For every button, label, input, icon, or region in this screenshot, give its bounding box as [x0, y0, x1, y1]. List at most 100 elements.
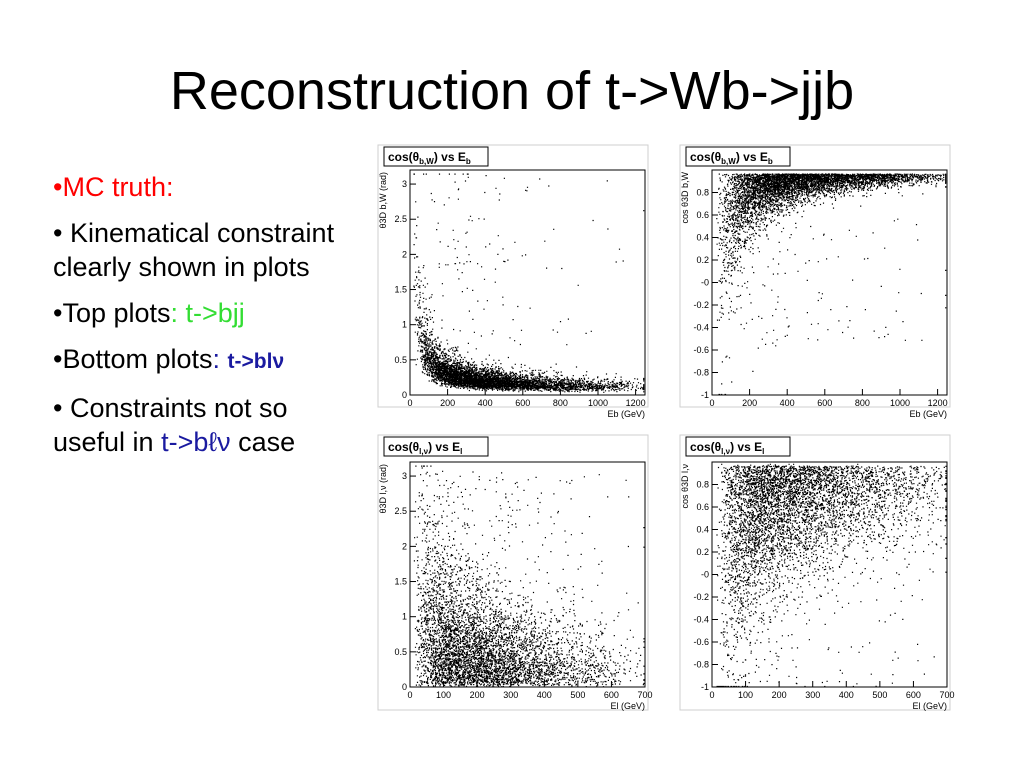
bullet-top-plots: •Top plots: t->bjj	[53, 296, 353, 330]
y-axis-label: cos θ3D l,ν	[680, 464, 690, 509]
x-tick-label: 1000	[588, 398, 608, 408]
scatter-points	[716, 173, 947, 396]
bullet-bottom-colon: :	[212, 344, 228, 374]
x-tick-label: 500	[872, 690, 887, 700]
y-tick-label: -0.6	[693, 345, 709, 355]
x-tick-label: 800	[553, 398, 568, 408]
y-tick-label: 1.5	[394, 577, 407, 587]
chart-frame	[679, 434, 951, 711]
bullet-top-value: : t->bjj	[170, 298, 245, 328]
y-tick-label: 0.8	[696, 188, 709, 198]
y-tick-label: 1	[402, 320, 407, 330]
x-tick-label: 200	[440, 398, 455, 408]
x-tick-label: 200	[470, 690, 485, 700]
y-tick-label: 0.6	[696, 502, 709, 512]
chart-title-box	[685, 146, 791, 167]
x-tick-label: 100	[738, 690, 753, 700]
scatter-points	[716, 463, 947, 688]
x-axis-label: Eb (GeV)	[909, 409, 947, 419]
y-tick-label: 0.2	[696, 255, 709, 265]
x-tick-label: 100	[436, 690, 451, 700]
x-tick-label: 600	[515, 398, 530, 408]
y-tick-label: -0.2	[693, 300, 709, 310]
bullet-mc-truth: •MC truth:	[53, 172, 174, 202]
y-tick-label: 3	[402, 179, 407, 189]
plot-axes-box	[409, 169, 646, 396]
bullet-bottom-plots: •Bottom plots: t->blν	[53, 342, 353, 379]
y-tick-label: 0	[402, 682, 407, 692]
y-tick-label: 0.6	[696, 210, 709, 220]
y-tick-label: 0.4	[696, 525, 709, 535]
x-axis-label: Eb (GeV)	[607, 409, 645, 419]
y-tick-label: 1.5	[394, 285, 407, 295]
chart-panel-4: cos(θl,ν) vs El 0 100 200 300 400 500 600 700 -1 -…	[679, 434, 955, 711]
x-tick-label: 200	[742, 398, 757, 408]
x-tick-label: 0	[407, 398, 412, 408]
bullet-kinematical: • Kinematical constraint clearly shown i…	[53, 218, 335, 282]
scatter-markers	[413, 465, 645, 688]
y-tick-label: 0	[402, 390, 407, 400]
chart-title: cos(θb,W) vs Eb	[388, 150, 471, 166]
y-tick-label: 2.5	[394, 214, 407, 224]
y-tick-label: -1	[701, 682, 709, 692]
bullet-constraints-prefix: • Constraints not so useful in	[53, 393, 288, 457]
chart-frame	[377, 144, 649, 408]
y-tick-label: 0.5	[394, 647, 407, 657]
y-tick-label: 0.2	[696, 547, 709, 557]
chart-title: cos(θb,W) vs Eb	[690, 150, 773, 166]
y-tick-label: 1	[402, 612, 407, 622]
chart-panel-3: cos(θl,ν) vs El 0 100 200 300 400 500 600 700 0 0.…	[377, 434, 653, 711]
chart-panel-2: cos(θb,W) vs Eb 0 200 400 600 800 1000 1200 -1 -0…	[679, 144, 951, 419]
scatter-points	[413, 465, 645, 688]
y-tick-label: 0.4	[696, 233, 709, 243]
x-tick-label: 0	[407, 690, 412, 700]
x-tick-label: 700	[637, 690, 652, 700]
y-tick-label: -1	[701, 390, 709, 400]
y-axis-label: θ3D b,W (rad)	[378, 172, 388, 229]
bullet-bottom-prefix: •Bottom plots	[53, 344, 213, 374]
y-tick-label: -0.2	[693, 592, 709, 602]
bullet-constraints-value: t->bℓν	[161, 427, 231, 457]
y-tick-label: -0	[701, 278, 709, 288]
y-tick-label: -0.6	[693, 637, 709, 647]
y-tick-label: -0.8	[693, 660, 709, 670]
x-tick-label: 0	[709, 398, 714, 408]
chart-panel-1: cos(θb,W) vs Eb 0 200 400 600 800 1000 1200 0 0.5…	[377, 144, 649, 419]
bullet-top-prefix: •Top plots	[53, 298, 171, 328]
y-tick-label: -0.4	[693, 615, 709, 625]
x-axis-label: El (GeV)	[610, 701, 645, 711]
x-tick-label: 400	[537, 690, 552, 700]
x-tick-label: 600	[817, 398, 832, 408]
x-tick-label: 500	[570, 690, 585, 700]
bullet-constraints-suffix: case	[230, 427, 296, 457]
x-tick-label: 400	[478, 398, 493, 408]
x-tick-label: 300	[503, 690, 518, 700]
x-tick-label: 700	[939, 690, 954, 700]
y-tick-label: -0.4	[693, 323, 709, 333]
x-tick-label: 1200	[626, 398, 646, 408]
bullet-bottom-value: t->blν	[227, 350, 285, 373]
x-tick-label: 1200	[928, 398, 948, 408]
chart-title: cos(θl,ν) vs El	[388, 440, 462, 456]
y-tick-label: -0	[701, 570, 709, 580]
bullet-list: •MC truth: • Kinematical constraint clea…	[53, 170, 353, 471]
scatter-markers	[716, 173, 947, 396]
scatter-markers	[716, 463, 947, 688]
x-tick-label: 600	[604, 690, 619, 700]
chart-title-box	[685, 436, 791, 457]
x-axis-label: El (GeV)	[912, 701, 947, 711]
y-tick-label: 3	[402, 471, 407, 481]
scatter-points	[413, 173, 645, 393]
x-tick-label: 800	[855, 398, 870, 408]
bullet-constraints: • Constraints not so useful in t->bℓν ca…	[53, 391, 353, 459]
chart-title-box	[383, 436, 489, 457]
y-axis-label: cos θ3D b,W	[680, 172, 690, 224]
x-tick-label: 300	[805, 690, 820, 700]
x-tick-label: 1000	[890, 398, 910, 408]
x-tick-label: 400	[780, 398, 795, 408]
y-tick-label: 2	[402, 249, 407, 259]
scatter-markers	[413, 173, 645, 393]
x-tick-label: 0	[709, 690, 714, 700]
y-tick-label: 2	[402, 541, 407, 551]
x-tick-label: 400	[839, 690, 854, 700]
